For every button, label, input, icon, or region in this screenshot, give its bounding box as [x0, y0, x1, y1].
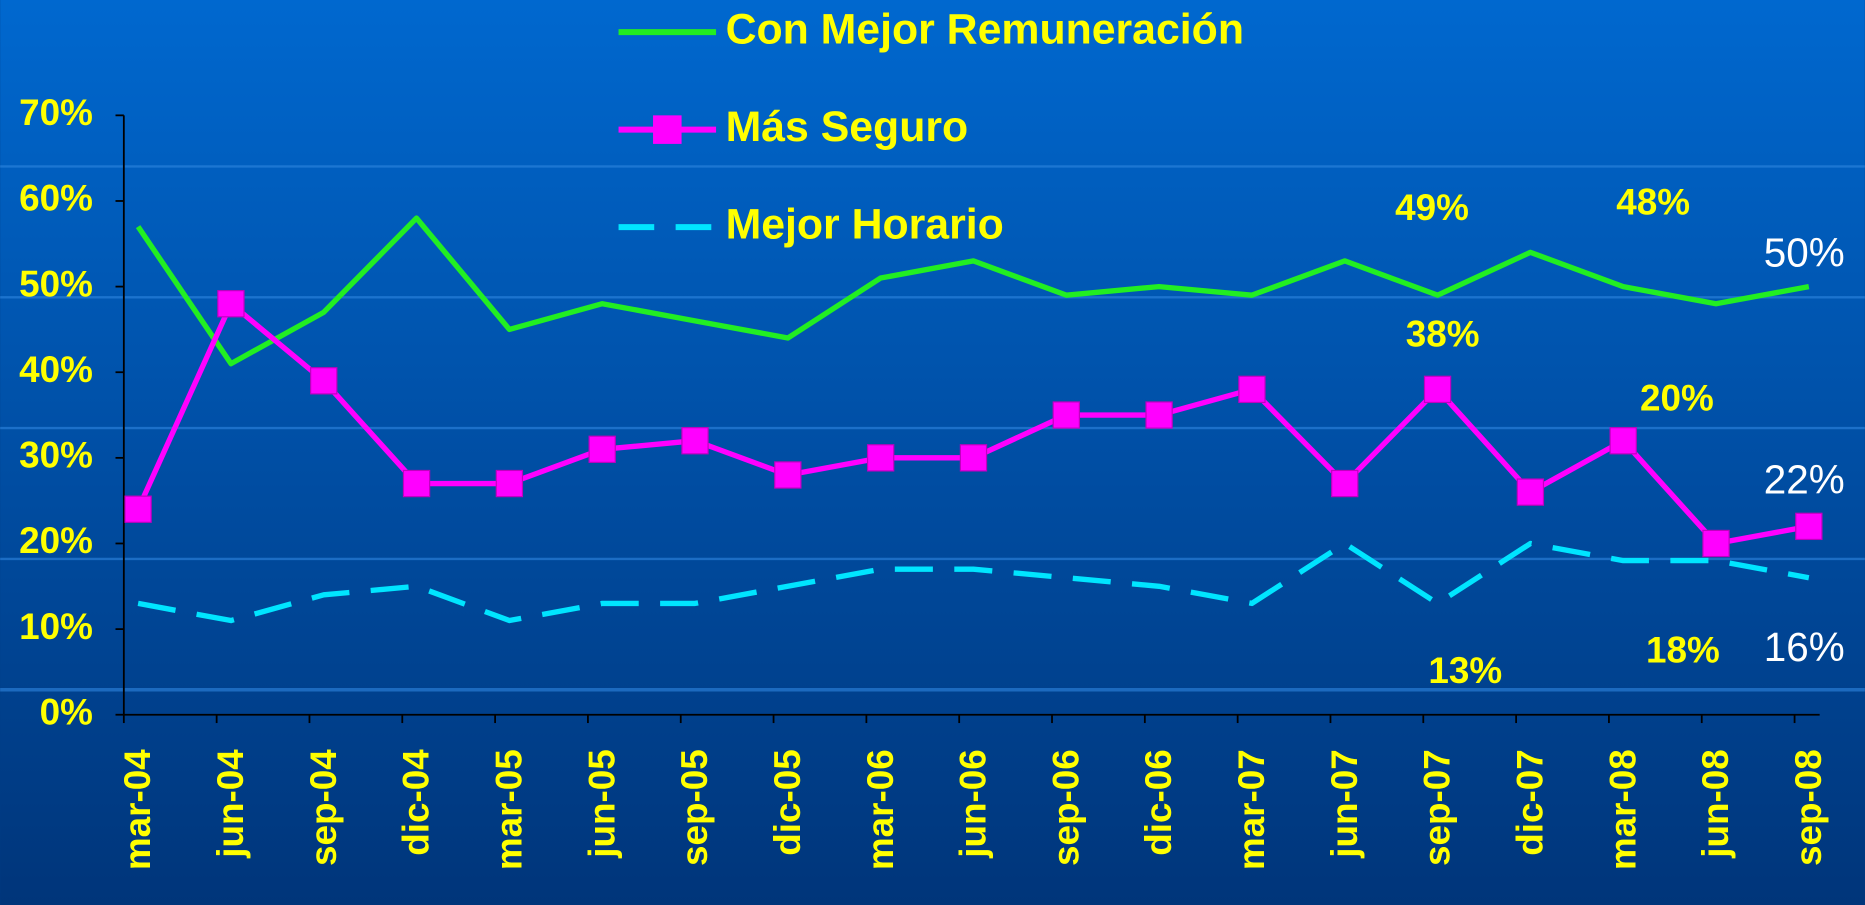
y-tick-label: 0%: [40, 691, 93, 732]
point-marker: [402, 469, 431, 498]
point-marker: [866, 444, 895, 472]
point-marker: [1795, 512, 1823, 541]
point-marker: [774, 461, 802, 489]
x-tick-label: jun-05: [581, 749, 622, 859]
x-tick-label: dic-07: [1509, 749, 1550, 856]
y-tick-label: 20%: [19, 520, 93, 561]
x-tick-label: sep-05: [674, 749, 715, 866]
x-tick-label: dic-05: [767, 749, 808, 856]
y-tick-label: 40%: [19, 349, 93, 390]
point-marker: [681, 427, 709, 455]
x-tick-label: mar-04: [117, 749, 158, 870]
point-marker: [588, 435, 616, 463]
y-tick-label: 10%: [19, 606, 93, 647]
x-tick-label: sep-08: [1788, 749, 1829, 866]
point-marker: [217, 290, 245, 318]
x-tick-label: dic-04: [396, 749, 437, 856]
x-tick-label: sep-04: [303, 749, 344, 866]
data-label: 48%: [1616, 181, 1690, 222]
data-label: 16%: [1764, 624, 1845, 670]
x-tick-label: sep-06: [1045, 749, 1086, 866]
legend-label: Con Mejor Remuneración: [726, 5, 1244, 53]
x-tick-label: dic-06: [1138, 749, 1179, 856]
x-tick-label: sep-07: [1417, 749, 1458, 866]
point-marker: [124, 495, 152, 523]
point-marker: [495, 469, 524, 498]
point-marker: [1145, 401, 1173, 429]
point-marker: [310, 367, 338, 395]
x-tick-label: jun-08: [1695, 749, 1736, 859]
series-line: [137, 540, 1810, 624]
series-line: [135, 215, 1810, 367]
data-label: 18%: [1646, 630, 1720, 671]
data-label: 22%: [1764, 457, 1845, 503]
y-tick-label: 70%: [19, 92, 93, 133]
x-tick-label: mar-07: [1231, 749, 1272, 870]
point-marker: [1702, 529, 1730, 558]
legend-marker: [653, 115, 682, 144]
point-marker: [1423, 375, 1452, 404]
point-marker: [1052, 401, 1080, 429]
data-label: 50%: [1764, 229, 1845, 275]
x-tick-label: mar-06: [860, 749, 901, 870]
x-tick-label: jun-06: [953, 749, 994, 859]
data-label: 49%: [1395, 187, 1469, 228]
x-tick-label: jun-07: [1324, 749, 1365, 859]
x-tick-label: mar-08: [1602, 749, 1643, 870]
data-label: 38%: [1406, 313, 1480, 354]
legend-label: Más Seguro: [726, 103, 969, 151]
data-label: 13%: [1428, 650, 1502, 691]
decor-lines: [0, 165, 1865, 692]
y-tick-label: 50%: [19, 263, 93, 304]
data-label: 20%: [1640, 378, 1714, 419]
x-tick-label: mar-05: [488, 749, 529, 870]
point-marker: [1516, 478, 1545, 506]
y-tick-label: 30%: [19, 435, 93, 476]
x-tick-label: jun-04: [210, 749, 251, 859]
point-marker: [959, 444, 988, 472]
y-tick-label: 60%: [19, 178, 93, 219]
point-marker: [1238, 375, 1266, 404]
legend-label: Mejor Horario: [726, 200, 1004, 248]
point-marker: [1331, 469, 1359, 498]
point-marker: [1609, 427, 1637, 455]
